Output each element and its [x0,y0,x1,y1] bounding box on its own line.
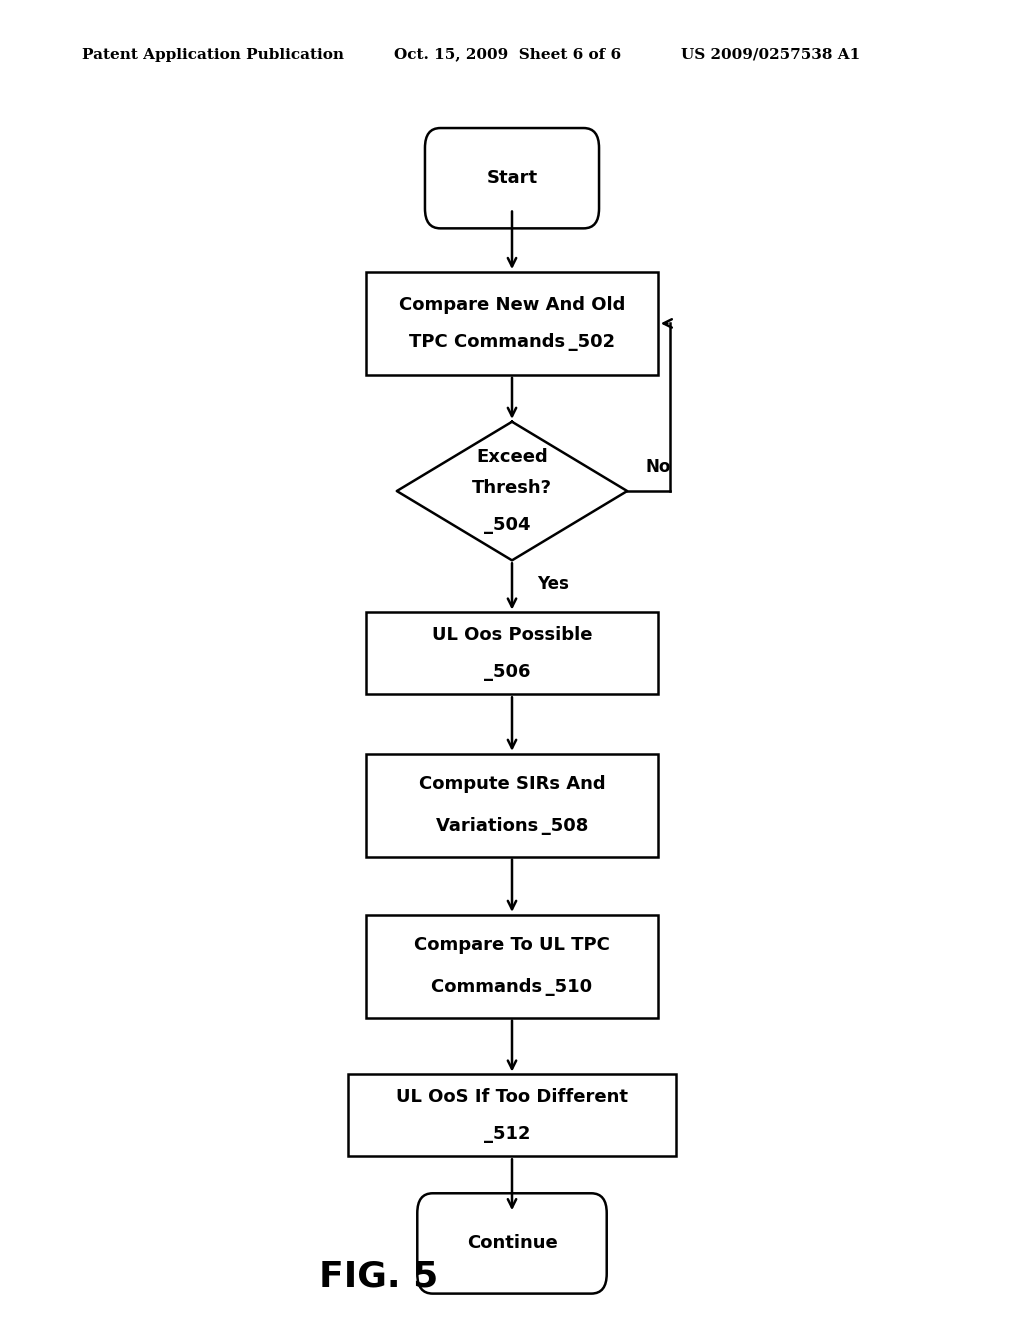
Bar [367,272,658,375]
FancyBboxPatch shape [418,1193,606,1294]
Bar [348,1074,676,1156]
Text: Thresh?: Thresh? [472,479,552,498]
Text: ̲512: ̲512 [494,1125,530,1143]
Text: Start: Start [486,169,538,187]
Text: ̲504: ̲504 [494,516,530,535]
Text: UL OoS If Too Different: UL OoS If Too Different [396,1088,628,1106]
Text: Compute SIRs And: Compute SIRs And [419,775,605,793]
Text: Continue: Continue [467,1234,557,1253]
Text: Variations  ̲508: Variations ̲508 [436,817,588,836]
Text: No: No [646,458,671,477]
Text: Patent Application Publication: Patent Application Publication [82,48,344,62]
Text: Commands  ̲510: Commands ̲510 [431,978,593,997]
Text: Oct. 15, 2009  Sheet 6 of 6: Oct. 15, 2009 Sheet 6 of 6 [394,48,622,62]
Text: US 2009/0257538 A1: US 2009/0257538 A1 [681,48,860,62]
Text: TPC Commands  ̲502: TPC Commands ̲502 [409,333,615,351]
Bar [367,612,658,694]
Text: Yes: Yes [538,576,569,593]
Text: UL Oos Possible: UL Oos Possible [432,626,592,644]
Text: FIG. 5: FIG. 5 [319,1259,438,1294]
Text: Exceed: Exceed [476,447,548,466]
Bar [367,754,658,857]
Text: ̲506: ̲506 [494,663,530,681]
Text: Compare To UL TPC: Compare To UL TPC [414,936,610,954]
Text: Compare New And Old: Compare New And Old [398,296,626,314]
Bar [367,915,658,1018]
FancyBboxPatch shape [425,128,599,228]
